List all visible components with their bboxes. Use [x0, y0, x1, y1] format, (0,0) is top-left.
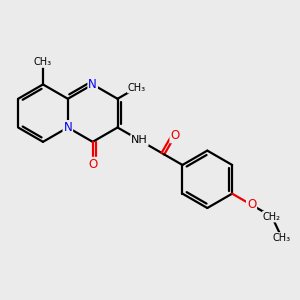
Text: N: N	[64, 121, 72, 134]
Text: CH₃: CH₃	[273, 233, 291, 243]
Text: O: O	[170, 129, 180, 142]
Text: O: O	[88, 158, 97, 171]
Text: O: O	[247, 198, 256, 212]
Text: CH₂: CH₂	[263, 212, 281, 222]
Text: CH₃: CH₃	[34, 57, 52, 67]
Text: NH: NH	[131, 135, 148, 145]
Text: CH₃: CH₃	[128, 82, 146, 93]
Text: N: N	[88, 78, 97, 91]
